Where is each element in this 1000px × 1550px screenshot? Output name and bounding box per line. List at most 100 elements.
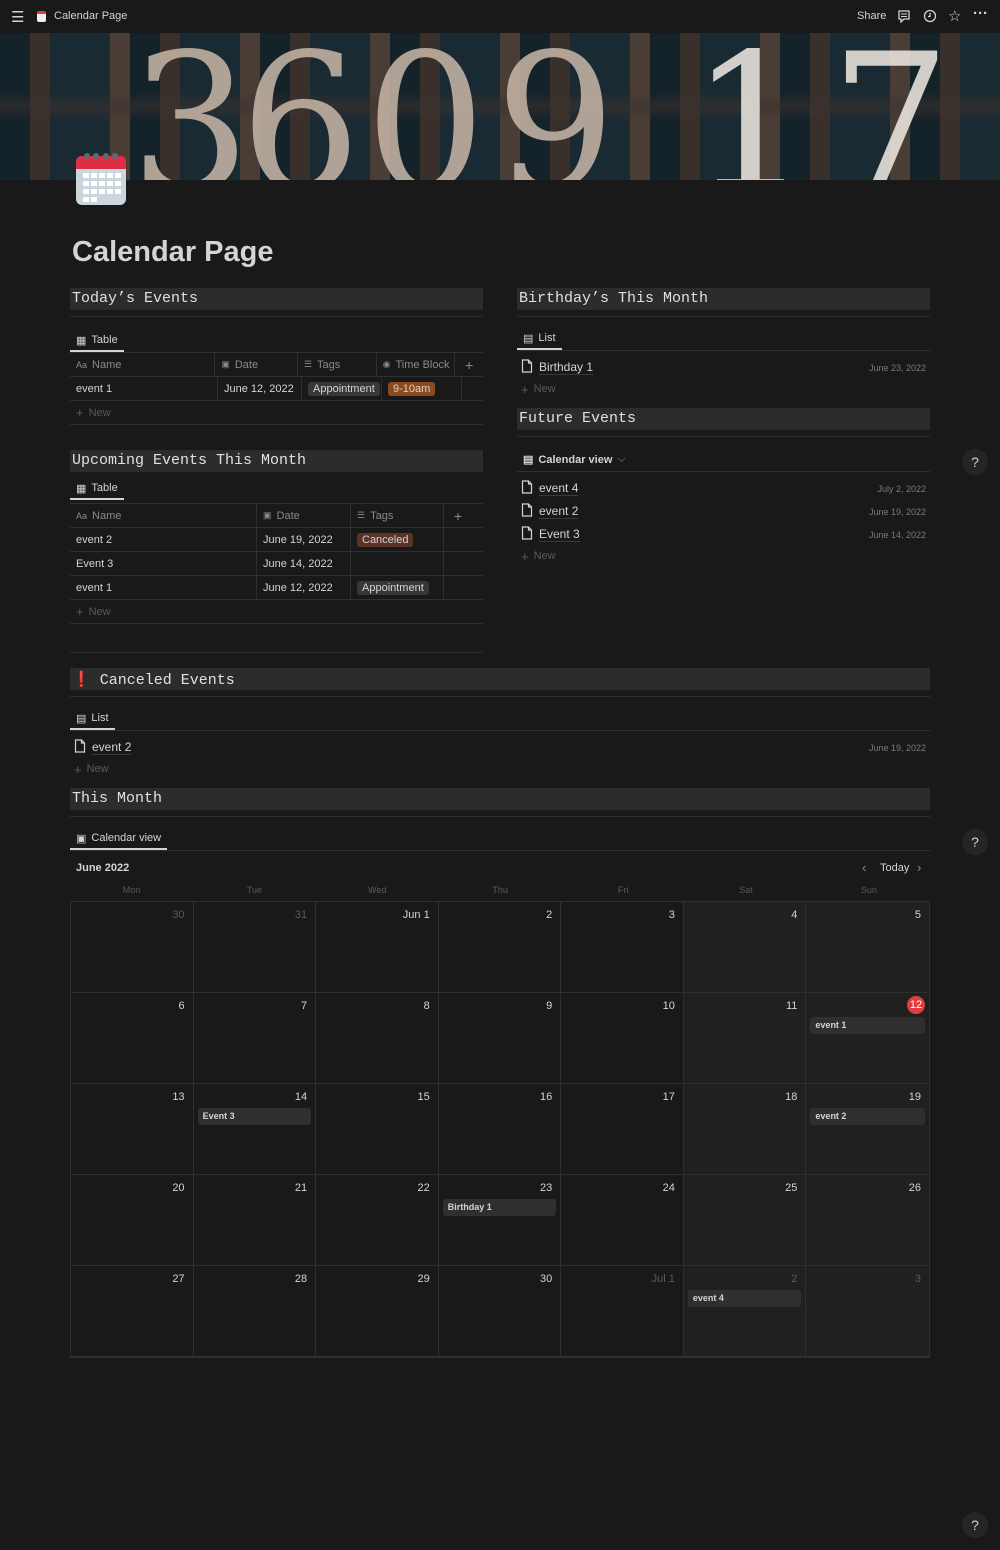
tab-table[interactable]: ▦ Table — [70, 478, 124, 500]
calendar-day-cell[interactable]: 15 — [316, 1084, 439, 1175]
item-name[interactable]: Event 3 — [539, 527, 580, 542]
calendar-day-cell[interactable]: 20 — [71, 1175, 194, 1266]
tab-calendar-view[interactable]: ▣ Calendar view — [70, 828, 168, 850]
calendar-day-cell[interactable]: 24 — [561, 1175, 684, 1266]
table-row[interactable]: event 1 June 12, 2022 Appointment — [70, 576, 483, 600]
time-block-cell[interactable]: 9-10am — [382, 377, 462, 400]
calendar-day-cell[interactable]: 6 — [71, 993, 194, 1084]
calendar-day-cell[interactable]: 11 — [683, 993, 807, 1084]
tags-cell[interactable] — [351, 552, 444, 575]
calendar-event[interactable]: event 4 — [687, 1290, 802, 1307]
tab-list[interactable]: ▤ List — [70, 708, 115, 730]
table-row[interactable]: event 1 June 12, 2022 Appointment 9-10am — [70, 377, 483, 401]
calendar-day-cell[interactable]: 19 event 2 — [806, 1084, 929, 1175]
column-header-date[interactable]: ▣ Date — [257, 504, 351, 527]
comments-icon[interactable] — [897, 9, 911, 23]
calendar-day-cell[interactable]: 9 — [438, 993, 562, 1084]
name-cell[interactable]: event 1 — [70, 377, 218, 400]
name-cell[interactable]: event 1 — [70, 576, 257, 599]
calendar-day-cell[interactable]: 23 Birthday 1 — [438, 1175, 562, 1266]
calendar-day-cell[interactable]: 18 — [683, 1084, 807, 1175]
calendar-event[interactable]: event 1 — [810, 1017, 925, 1034]
column-header-name[interactable]: Aa Name — [70, 504, 257, 527]
calendar-day-cell[interactable]: 14 Event 3 — [193, 1084, 317, 1175]
new-item-button[interactable]: + New — [70, 759, 930, 779]
calendar-day-cell[interactable]: 27 — [71, 1266, 194, 1357]
name-cell[interactable]: Event 3 — [70, 552, 257, 575]
item-name[interactable]: event 2 — [92, 740, 132, 755]
favorite-star-icon[interactable]: ☆ — [948, 8, 962, 25]
calendar-day-cell[interactable]: 26 — [806, 1175, 929, 1266]
calendar-day-cell[interactable]: 5 — [806, 902, 929, 993]
list-item[interactable]: event 2 June 19, 2022 — [70, 736, 930, 759]
new-row-button[interactable]: + New — [70, 401, 483, 425]
share-button[interactable]: Share — [857, 10, 887, 22]
date-cell[interactable]: June 19, 2022 — [257, 528, 351, 551]
calendar-day-cell[interactable]: 30 — [71, 902, 194, 993]
calendar-day-cell[interactable]: 22 — [316, 1175, 439, 1266]
date-cell[interactable]: June 14, 2022 — [257, 552, 351, 575]
date-cell[interactable]: June 12, 2022 — [257, 576, 351, 599]
calendar-page-icon[interactable] — [75, 150, 127, 206]
item-name[interactable]: event 2 — [539, 504, 579, 519]
calendar-day-cell[interactable]: 2 event 4 — [683, 1266, 807, 1357]
calendar-day-cell[interactable]: Jul 1 — [561, 1266, 684, 1357]
calendar-day-cell[interactable]: 2 — [438, 902, 562, 993]
add-column-button[interactable]: + — [453, 507, 463, 524]
column-header-tags[interactable]: ☰ Tags — [351, 504, 444, 527]
calendar-day-cell[interactable]: 4 — [683, 902, 807, 993]
tags-cell[interactable]: Appointment — [351, 576, 444, 599]
column-header-name[interactable]: Aa Name — [70, 353, 216, 376]
calendar-day-cell[interactable]: 25 — [683, 1175, 807, 1266]
calendar-day-cell[interactable]: Jun 1 — [316, 902, 439, 993]
help-button[interactable]: ? — [962, 829, 988, 855]
previous-month-button[interactable]: ‹ — [862, 860, 867, 875]
calendar-day-cell[interactable]: 12 event 1 — [806, 993, 929, 1084]
calendar-day-cell[interactable]: 7 — [193, 993, 317, 1084]
list-item[interactable]: Event 3 June 14, 2022 — [517, 523, 930, 546]
calendar-day-cell[interactable]: 16 — [438, 1084, 562, 1175]
item-name[interactable]: Birthday 1 — [539, 360, 594, 375]
column-header-tags[interactable]: ☰ Tags — [298, 353, 377, 376]
list-item[interactable]: Birthday 1 June 23, 2022 — [517, 356, 930, 379]
next-month-button[interactable]: › — [917, 860, 922, 875]
calendar-day-cell[interactable]: 30 — [438, 1266, 562, 1357]
table-row[interactable]: Event 3 June 14, 2022 — [70, 552, 483, 576]
breadcrumb-page[interactable]: Calendar Page — [54, 10, 128, 22]
view-switcher-dropdown[interactable]: ▤ Calendar view ⌵ — [517, 448, 930, 472]
tags-cell[interactable]: Canceled — [351, 528, 444, 551]
calendar-day-cell[interactable]: 3 — [806, 1266, 929, 1357]
calendar-event[interactable]: Birthday 1 — [442, 1199, 557, 1216]
calendar-day-cell[interactable]: 8 — [316, 993, 439, 1084]
history-icon[interactable] — [923, 9, 937, 23]
calendar-day-cell[interactable]: 21 — [193, 1175, 317, 1266]
calendar-event[interactable]: event 2 — [810, 1108, 925, 1125]
new-item-button[interactable]: + New — [517, 379, 930, 399]
calendar-event[interactable]: Event 3 — [197, 1108, 312, 1125]
calendar-day-cell[interactable]: 28 — [193, 1266, 317, 1357]
tab-list[interactable]: ▤ List — [517, 328, 562, 350]
column-header-date[interactable]: ▣ Date — [215, 353, 298, 376]
name-cell[interactable]: event 2 — [70, 528, 257, 551]
calendar-day-cell[interactable]: 3 — [561, 902, 684, 993]
table-row[interactable]: event 2 June 19, 2022 Canceled — [70, 528, 483, 552]
help-button[interactable]: ? — [962, 1512, 988, 1538]
help-button[interactable]: ? — [962, 449, 988, 475]
column-header-time-block[interactable]: ◉ Time Block — [377, 353, 456, 376]
calendar-day-cell[interactable]: 31 — [193, 902, 317, 993]
new-item-button[interactable]: + New — [517, 546, 930, 566]
add-column-button[interactable]: + — [465, 356, 474, 373]
more-options-icon[interactable]: ··· — [973, 5, 988, 22]
list-item[interactable]: event 2 June 19, 2022 — [517, 500, 930, 523]
date-cell[interactable]: June 12, 2022 — [218, 377, 302, 400]
calendar-day-cell[interactable]: 29 — [316, 1266, 439, 1357]
tab-table[interactable]: ▦ Table — [70, 330, 124, 352]
list-item[interactable]: event 4 July 2, 2022 — [517, 477, 930, 500]
calendar-day-cell[interactable]: 13 — [71, 1084, 194, 1175]
today-button[interactable]: Today — [880, 862, 910, 874]
menu-icon[interactable]: ☰ — [11, 9, 25, 26]
new-row-button[interactable]: + New — [70, 600, 483, 624]
tags-cell[interactable]: Appointment — [302, 377, 382, 400]
calendar-day-cell[interactable]: 17 — [561, 1084, 684, 1175]
calendar-day-cell[interactable]: 10 — [561, 993, 684, 1084]
